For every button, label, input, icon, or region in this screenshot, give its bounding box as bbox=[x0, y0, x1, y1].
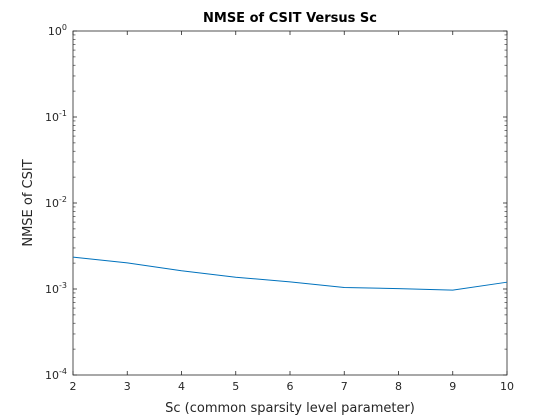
x-tick-label: 9 bbox=[449, 380, 456, 393]
x-tick-label: 8 bbox=[395, 380, 402, 393]
y-tick-label: 100 bbox=[48, 23, 67, 38]
axis-ticks: 2 3 4 5 6 7 8 9 10 100 10-1 10-2 10-3 10-4 bbox=[45, 23, 514, 393]
x-tick-label: 2 bbox=[70, 380, 77, 393]
y-tick-label: 10-2 bbox=[45, 195, 67, 210]
y-axis-label: NMSE of CSIT bbox=[21, 159, 36, 246]
chart-title: NMSE of CSIT Versus Sc bbox=[203, 11, 377, 26]
x-axis-label: Sc (common sparsity level parameter) bbox=[165, 401, 415, 416]
x-tick-label: 6 bbox=[287, 380, 294, 393]
series-line bbox=[72, 256, 508, 291]
series-layer bbox=[72, 256, 508, 291]
x-tick-label: 4 bbox=[178, 380, 185, 393]
y-tick-label: 10-3 bbox=[45, 281, 67, 296]
x-tick-label: 5 bbox=[232, 380, 239, 393]
y-tick-label: 10-4 bbox=[45, 367, 67, 382]
x-tick-label: 7 bbox=[341, 380, 348, 393]
y-tick-label: 10-1 bbox=[45, 109, 67, 124]
plot-area bbox=[72, 30, 508, 376]
x-tick-label: 3 bbox=[124, 380, 131, 393]
x-tick-label: 10 bbox=[500, 380, 514, 393]
